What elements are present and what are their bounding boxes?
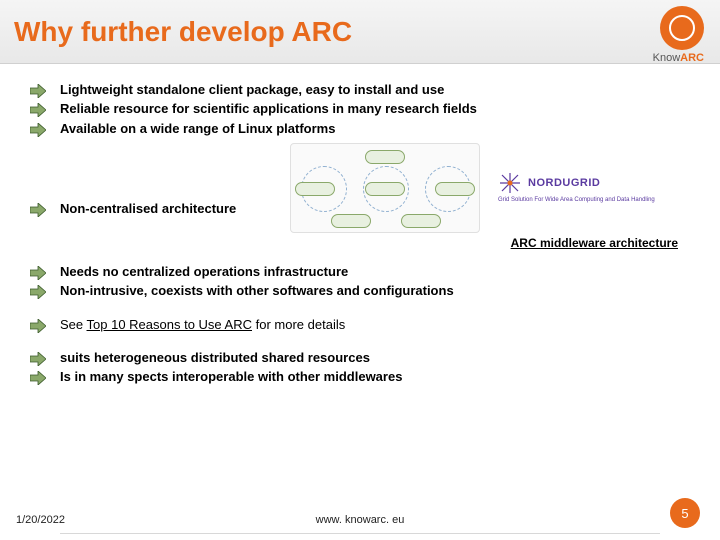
logo-text: KnowARC [653, 52, 704, 64]
logo-icon [660, 6, 704, 50]
bullet-item: suits heterogeneous distributed shared r… [30, 350, 690, 366]
bullet-text: See Top 10 Reasons to Use ARC for more d… [60, 317, 345, 333]
brand-logo: KnowARC [653, 6, 704, 64]
bullet-item-see: See Top 10 Reasons to Use ARC for more d… [30, 317, 690, 333]
bullet-text: Non-centralised architecture [60, 201, 236, 217]
bullet-text: Is in many spects interoperable with oth… [60, 369, 402, 385]
nordugrid-star-icon [498, 171, 522, 195]
bullet-item: Is in many spects interoperable with oth… [30, 369, 690, 385]
arrow-icon [30, 352, 46, 366]
bullet-text: Non-intrusive, coexists with other softw… [60, 283, 454, 299]
arrow-icon [30, 123, 46, 137]
arrow-icon [30, 285, 46, 299]
nordugrid-block: NORDUGRID Grid Solution For Wide Area Co… [498, 171, 678, 204]
nordugrid-tagline: Grid Solution For Wide Area Computing an… [498, 197, 678, 204]
bullet-item: Reliable resource for scientific applica… [30, 101, 690, 117]
arrow-icon [30, 371, 46, 385]
arch-link-row: ARC middleware architecture [30, 234, 690, 252]
arrow-icon [30, 103, 46, 117]
arrow-icon [30, 266, 46, 280]
architecture-diagram [290, 143, 480, 233]
bullet-text: Reliable resource for scientific applica… [60, 101, 477, 117]
bullet-item: Lightweight standalone client package, e… [30, 82, 690, 98]
slide-content: Lightweight standalone client package, e… [0, 64, 720, 385]
arrow-icon [30, 319, 46, 333]
footer-date: 1/20/2022 [16, 514, 65, 526]
arrow-icon [30, 84, 46, 98]
arch-middleware-link[interactable]: ARC middleware architecture [511, 236, 678, 250]
page-number: 5 [670, 498, 700, 528]
bullet-item: Non-intrusive, coexists with other softw… [30, 283, 690, 299]
footer-url: www. knowarc. eu [0, 514, 720, 526]
bullet-item: Needs no centralized operations infrastr… [30, 264, 690, 280]
bullet-text: Lightweight standalone client package, e… [60, 82, 444, 98]
slide-title: Why further develop ARC [14, 16, 352, 48]
footer: 1/20/2022 www. knowarc. eu 5 [0, 514, 720, 526]
bullet-text: suits heterogeneous distributed shared r… [60, 350, 370, 366]
nordugrid-name: NORDUGRID [528, 177, 600, 189]
footer-rule [60, 533, 660, 534]
top10-link[interactable]: Top 10 Reasons to Use ARC [87, 317, 252, 332]
bullet-text: Available on a wide range of Linux platf… [60, 121, 335, 137]
arrow-icon [30, 203, 46, 217]
title-bar: Why further develop ARC KnowARC [0, 0, 720, 64]
bullet-text: Needs no centralized operations infrastr… [60, 264, 348, 280]
bullet-item: Available on a wide range of Linux platf… [30, 121, 690, 137]
